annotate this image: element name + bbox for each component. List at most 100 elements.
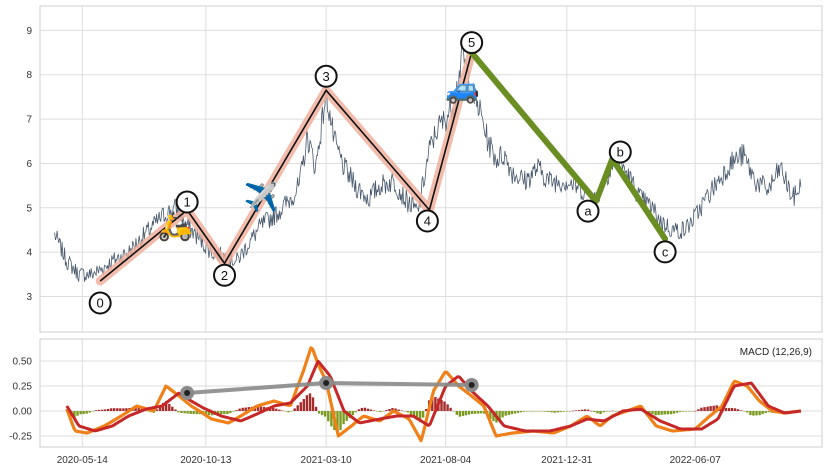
macd-histogram-bar [314, 406, 318, 411]
macd-histogram-bar [446, 404, 449, 411]
macd-histogram-bar [550, 411, 553, 413]
macd-histogram-bar [464, 411, 468, 416]
macd-histogram-bar [321, 411, 324, 416]
macd-histogram-bar [299, 402, 302, 411]
macd-histogram-bar [538, 411, 541, 412]
macd-histogram-bar [284, 411, 287, 412]
macd-histogram-bar [684, 411, 688, 412]
macd-histogram-bar [256, 406, 260, 411]
macd-histogram-bar [733, 408, 737, 411]
macd-histogram-bar [593, 411, 596, 413]
macd-histogram-bar [97, 409, 101, 411]
macd-histogram-bar [412, 411, 416, 418]
macd-histogram-bar [317, 411, 321, 414]
macd-histogram-bar [180, 411, 183, 413]
price-panel: 3 4 5 6 7 8 9 0 1 2 3 4 5 a b c 🛵 ✈️ 🚙 [26, 5, 823, 333]
macd-histogram-bar [174, 409, 177, 411]
macd-histogram-bar [247, 407, 250, 411]
macd-histogram-bar [498, 411, 501, 420]
x-tick-label: 2021-08-04 [420, 455, 472, 466]
x-tick-label: 2022-06-07 [670, 455, 722, 466]
wave-label-circle [576, 199, 600, 223]
macd-histogram-bar [568, 411, 572, 412]
macd-histogram-bar [226, 411, 229, 415]
macd-histogram-bar [137, 407, 140, 411]
macd-histogram-bar [605, 411, 608, 412]
macd-histogram-bar [470, 411, 474, 414]
correction-wave-line [468, 49, 669, 242]
macd-histogram-bar [657, 411, 660, 415]
macd-histogram-bar [186, 411, 189, 414]
macd-histogram-bar [369, 409, 373, 411]
macd-histogram-bar [715, 405, 718, 411]
macd-histogram-bar [749, 411, 752, 416]
macd-histogram-bar [559, 411, 562, 412]
macd-histogram-bar [223, 411, 226, 415]
macd-histogram-bar [544, 411, 547, 412]
macd-histogram-bar [455, 411, 458, 415]
macd-histogram-bar [229, 411, 232, 414]
macd-histogram-bar [177, 411, 180, 413]
x-tick-label: 2021-03-10 [301, 455, 353, 466]
macd-histogram-bar [477, 411, 480, 414]
macd-histogram-bar [602, 411, 605, 413]
macd-histogram-bar [553, 411, 556, 413]
macd-histogram-bar [519, 411, 523, 413]
macd-histogram-bar [272, 407, 275, 411]
macd-histogram-bar [85, 411, 88, 414]
price-y-tick-label: 7 [26, 115, 32, 126]
macd-histogram-bar [189, 411, 192, 414]
macd-histogram-bar [373, 410, 376, 411]
x-tick-label: 2021-12-31 [541, 455, 593, 466]
macd-histogram-bar [767, 411, 770, 413]
macd-histogram-bar [571, 410, 575, 412]
wave-label-1: 1 [184, 195, 191, 210]
macd-histogram-bar [574, 410, 578, 411]
macd-histogram-bar [727, 408, 731, 411]
macd-histogram-bar [461, 411, 465, 416]
macd-histogram-bar [434, 397, 437, 411]
macd-histogram-bar [736, 409, 740, 411]
macd-histogram-bar [501, 411, 504, 418]
macd-histogram-bar [116, 408, 119, 411]
impulse-wave-line [99, 52, 473, 282]
macd-y-tick-label: 0.00 [13, 407, 33, 418]
macd-histogram-bar [192, 411, 195, 415]
macd-histogram-bar [238, 408, 241, 411]
macd-trend-marker-dot [323, 380, 330, 386]
macd-histogram-bar [483, 411, 486, 414]
macd-histogram-bar [547, 411, 550, 412]
macd-histogram-bar [712, 405, 715, 411]
macd-histogram-bar [302, 399, 305, 411]
macd-histogram-bar [648, 411, 651, 413]
macd-histogram-bar [366, 408, 370, 411]
macd-histogram-bar [290, 411, 293, 412]
macd-histogram-bar [345, 411, 348, 421]
macd-histogram-bar [146, 411, 150, 412]
macd-histogram-bar [654, 411, 657, 416]
macd-histogram-bar [336, 411, 339, 434]
macd-histogram-bar [743, 411, 746, 412]
macd-histogram-bar [357, 409, 361, 411]
car-icon: 🚙 [445, 73, 480, 105]
macd-histogram-bar [697, 409, 700, 411]
macd-histogram-bar [440, 400, 443, 411]
macd-histogram-bar [761, 411, 764, 415]
wave-label-a: a [584, 204, 592, 219]
macd-histogram-bar [703, 407, 706, 411]
macd-histogram-bar [275, 408, 278, 411]
macd-histogram-bar [565, 411, 569, 412]
macd-histogram-bar [709, 406, 712, 411]
macd-histogram-bar [510, 411, 513, 415]
macd-histogram-bar [403, 411, 406, 412]
macd-histogram-bar [400, 410, 403, 411]
macd-histogram-bar [525, 411, 529, 412]
macd-histogram-bar [663, 411, 666, 415]
macd-histogram-bar [666, 411, 669, 415]
wave-label-circle [213, 263, 237, 287]
macd-histogram-bar [590, 410, 593, 412]
macd-histogram-bar [244, 407, 247, 411]
price-y-tick-label: 9 [26, 26, 32, 37]
wave-label-circle [460, 31, 484, 55]
macd-histogram-bar [183, 411, 186, 414]
